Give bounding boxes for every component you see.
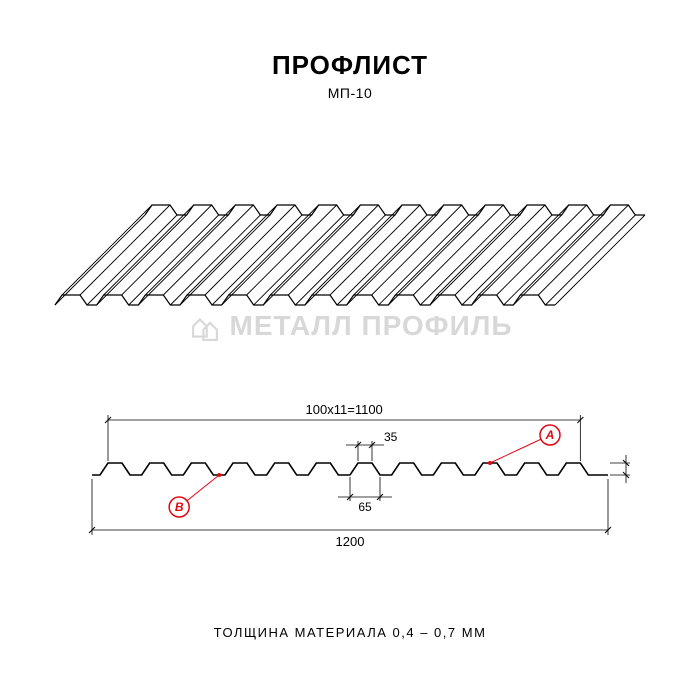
svg-text:A: A <box>545 428 555 442</box>
title: ПРОФЛИСТ <box>0 0 700 81</box>
svg-text:65: 65 <box>358 500 372 514</box>
svg-text:B: B <box>175 500 184 514</box>
isometric-view <box>50 140 650 320</box>
cross-section-view: 1200100x11=1100356510AB <box>70 380 630 560</box>
subtitle: МП-10 <box>0 85 700 101</box>
svg-text:1200: 1200 <box>336 534 365 549</box>
svg-text:35: 35 <box>384 430 398 444</box>
footer-note: ТОЛЩИНА МАТЕРИАЛА 0,4 – 0,7 ММ <box>0 625 700 640</box>
svg-text:100x11=1100: 100x11=1100 <box>306 402 383 417</box>
